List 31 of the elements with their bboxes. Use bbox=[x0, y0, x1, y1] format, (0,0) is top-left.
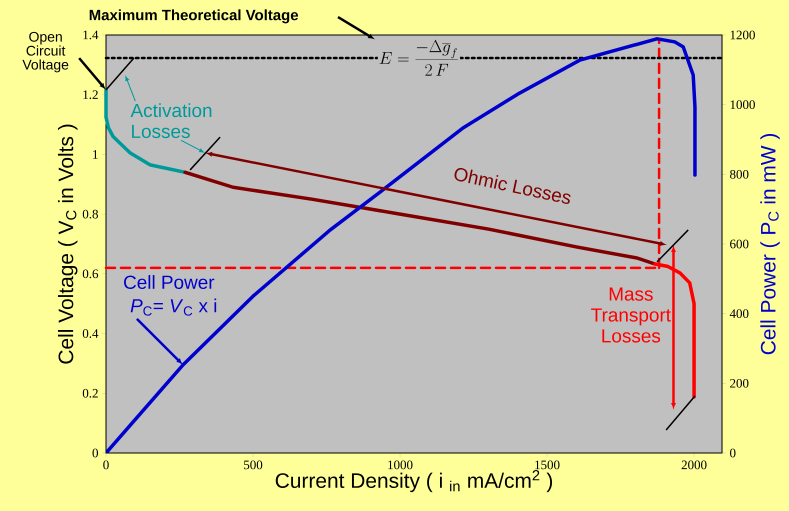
y2-tick-label: 1000 bbox=[730, 100, 755, 110]
x-tick-label: 1500 bbox=[535, 460, 560, 470]
y-tick-label: 0.6 bbox=[82, 269, 98, 278]
ref-line-label: Maximum Theoretical Voltage bbox=[90, 9, 298, 24]
annotation: Open Circuit Voltage bbox=[22, 32, 68, 72]
annotation: Mass Transport Losses bbox=[591, 288, 671, 343]
y2-tick-label: 400 bbox=[730, 309, 748, 318]
y2-tick-label: 600 bbox=[730, 240, 748, 248]
y2-tick-label: 800 bbox=[730, 170, 748, 179]
x-tick-label: 0 bbox=[103, 460, 109, 470]
y-tick-label: 1.2 bbox=[83, 90, 98, 100]
y-tick-label: 0 bbox=[92, 448, 98, 458]
y-tick-label: 1.4 bbox=[83, 30, 98, 40]
y-axis-title: Cell Voltage ( V$_{C}$ in Volts ) bbox=[58, 124, 78, 364]
y-tick-label: 0.2 bbox=[82, 388, 98, 398]
x-axis-title: Current Density ( i $_{in}$ mA/cm$^{2}$ ) bbox=[276, 470, 552, 492]
y-tick-label: 0.4 bbox=[82, 329, 98, 338]
y-tick-label: 0.8 bbox=[82, 210, 98, 219]
x-tick-label: 1000 bbox=[388, 460, 412, 470]
annotation: Cell Power bbox=[124, 275, 214, 289]
annotation: P$_{C}$= V$_{C}$ x i bbox=[130, 298, 216, 316]
y2-tick-label: 0 bbox=[730, 448, 736, 458]
x-tick-label: 500 bbox=[244, 460, 262, 470]
annotation: Ohmic Losses bbox=[454, 168, 571, 204]
y2-tick-label: 200 bbox=[730, 378, 748, 388]
annotation: Activation Losses bbox=[130, 103, 212, 138]
x-tick-label: 2000 bbox=[682, 460, 707, 470]
y2-axis-title: Cell Power ( P$_{C}$ in mW ) bbox=[760, 134, 780, 354]
y-tick-label: 1 bbox=[93, 150, 98, 159]
annotation: $E=\frac{-\Delta\overline{g}_{f}}{2\,F}$ bbox=[380, 40, 458, 76]
y2-tick-label: 1200 bbox=[730, 30, 755, 40]
